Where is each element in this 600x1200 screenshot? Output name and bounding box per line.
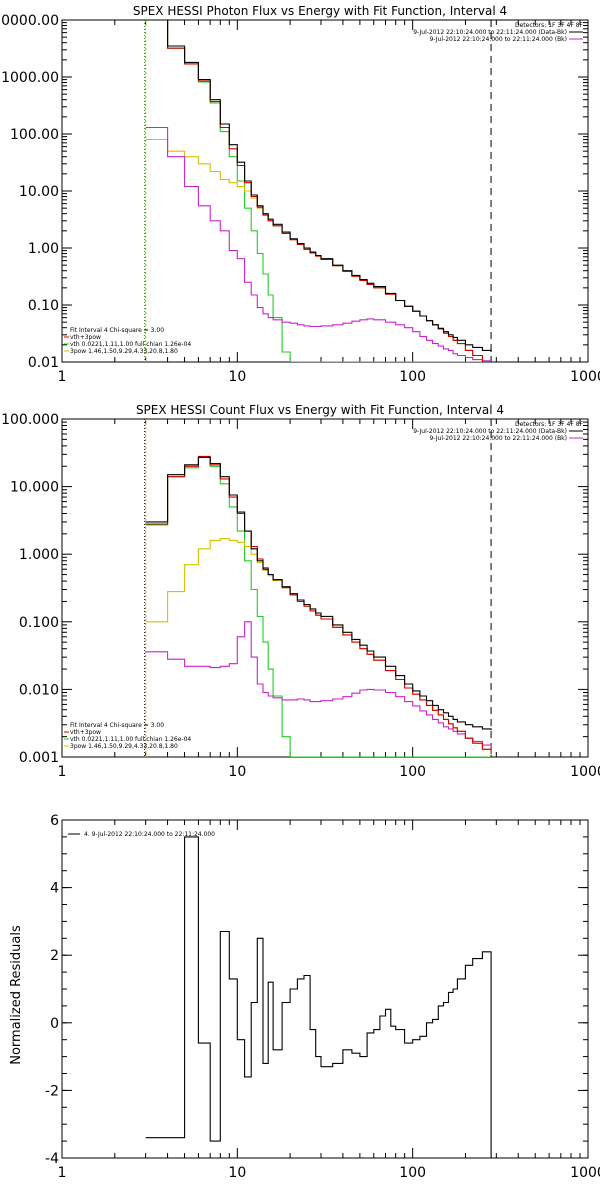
fit-legend-entry: vth 0.0221,1.11,1.00 full chian 1.26e-04: [70, 736, 191, 743]
y-tick-label: 100.00: [10, 127, 59, 143]
y-tick-label: 10.00: [19, 184, 59, 200]
y-tick-label: 10000.00: [0, 13, 59, 29]
y-tick-label: -2: [45, 1083, 59, 1099]
series-vth-3pow: [145, 455, 492, 755]
fit-legend-entry: Fit Interval 4 Chi-square = 3.00: [70, 327, 164, 334]
y-tick-label: 6: [50, 813, 59, 829]
fit-legend-entry: vth 0.0221,1.11,1.00 full chian 1.26e-04: [70, 341, 191, 348]
legend-entry: 9-Jul-2012 22:10:24.000 to 22:11:24.000 …: [413, 29, 567, 36]
fit-legend-entry: vth+3pow: [70, 729, 101, 736]
x-tick-label: 1000: [570, 369, 600, 385]
series-bk: [145, 621, 492, 748]
legend-entry: 9-Jul-2012 22:10:24.000 to 22:11:24.000 …: [429, 435, 567, 442]
x-tick-label: 10: [228, 764, 246, 780]
y-tick-label: 0: [50, 1016, 59, 1032]
residuals-panel: Normalized Residuals 1 10 100 1000 -4 -2 0 2 4 6 4…: [9, 813, 600, 1181]
y-tick-label: 0.001: [19, 750, 59, 766]
y-tick-label: 0.01: [28, 355, 59, 371]
x-tick-label: 1000: [570, 764, 600, 780]
plot-area: [144, 20, 492, 362]
y-tick-label: 1.00: [28, 241, 59, 257]
fit-legend-entry: vth+3pow: [70, 334, 101, 341]
photon-flux-title: SPEX HESSI Photon Flux vs Energy with Fi…: [133, 4, 507, 18]
y-tick-label: 1000.00: [1, 70, 59, 86]
count-flux-panel: SPEX HESSI Count Flux vs Energy with Fit…: [1, 403, 600, 780]
y-tick-label: -4: [45, 1151, 59, 1167]
series-vth-3pow: [145, 20, 492, 362]
residuals-series: [145, 836, 492, 1158]
y-tick-label: 1.000: [19, 547, 59, 563]
plot-frame: [61, 19, 589, 363]
x-tick-label: 1: [58, 1165, 67, 1181]
y-tick-label: 0.100: [19, 615, 59, 631]
count-flux-title: SPEX HESSI Count Flux vs Energy with Fit…: [136, 403, 504, 417]
fit-legend-entry: 3pow 1.46,1.50,9.29,4.33,20.8,1.80: [70, 743, 178, 750]
series-data-bk: [145, 20, 492, 352]
photon-flux-panel: SPEX HESSI Photon Flux vs Energy with Fi…: [0, 4, 600, 385]
y-tick-label: 10.000: [10, 480, 59, 496]
x-tick-label: 1: [58, 369, 67, 385]
residual-legend-text: 4. 9-Jul-2012 22:10:24.000 to 22:11:24.0…: [84, 831, 215, 838]
x-tick-label: 1: [58, 764, 67, 780]
plot-area: [144, 419, 492, 757]
x-tick-label: 10: [228, 369, 246, 385]
series-bk: [145, 126, 492, 362]
y-tick-label: 2: [50, 948, 59, 964]
series-vth: [145, 20, 492, 362]
plot-frame: [61, 418, 589, 758]
series-3pow: [145, 538, 492, 755]
plot-frame: [61, 819, 589, 1159]
x-tick-label: 100: [399, 369, 426, 385]
legend-entry: Detectors: 1F 3F 4F 8F: [515, 421, 584, 428]
x-tick-label: 100: [399, 1165, 426, 1181]
fit-legend-entry: Fit Interval 4 Chi-square = 3.00: [70, 722, 164, 729]
y-tick-label: 4: [50, 881, 59, 897]
x-tick-label: 1000: [570, 1165, 600, 1181]
legend-entry: 9-Jul-2012 22:10:24.000 to 22:11:24.000 …: [413, 428, 567, 435]
plot-area: [145, 836, 492, 1158]
fit-legend-entry: 3pow 1.46,1.50,9.29,4.33,20.8,1.80: [70, 348, 178, 355]
legend-entry: Detectors: 1F 3F 4F 8F: [515, 22, 584, 29]
legend-entry: 9-Jul-2012 22:10:24.000 to 22:11:24.000 …: [429, 36, 567, 43]
y-tick-label: 100.000: [1, 412, 59, 428]
series-data-bk: [145, 456, 492, 731]
residuals-ylabel: Normalized Residuals: [9, 925, 24, 1065]
y-tick-label: 0.10: [28, 298, 59, 314]
y-tick-label: 0.010: [19, 682, 59, 698]
x-tick-label: 100: [399, 764, 426, 780]
x-tick-label: 10: [228, 1165, 246, 1181]
series-vth: [145, 456, 492, 757]
